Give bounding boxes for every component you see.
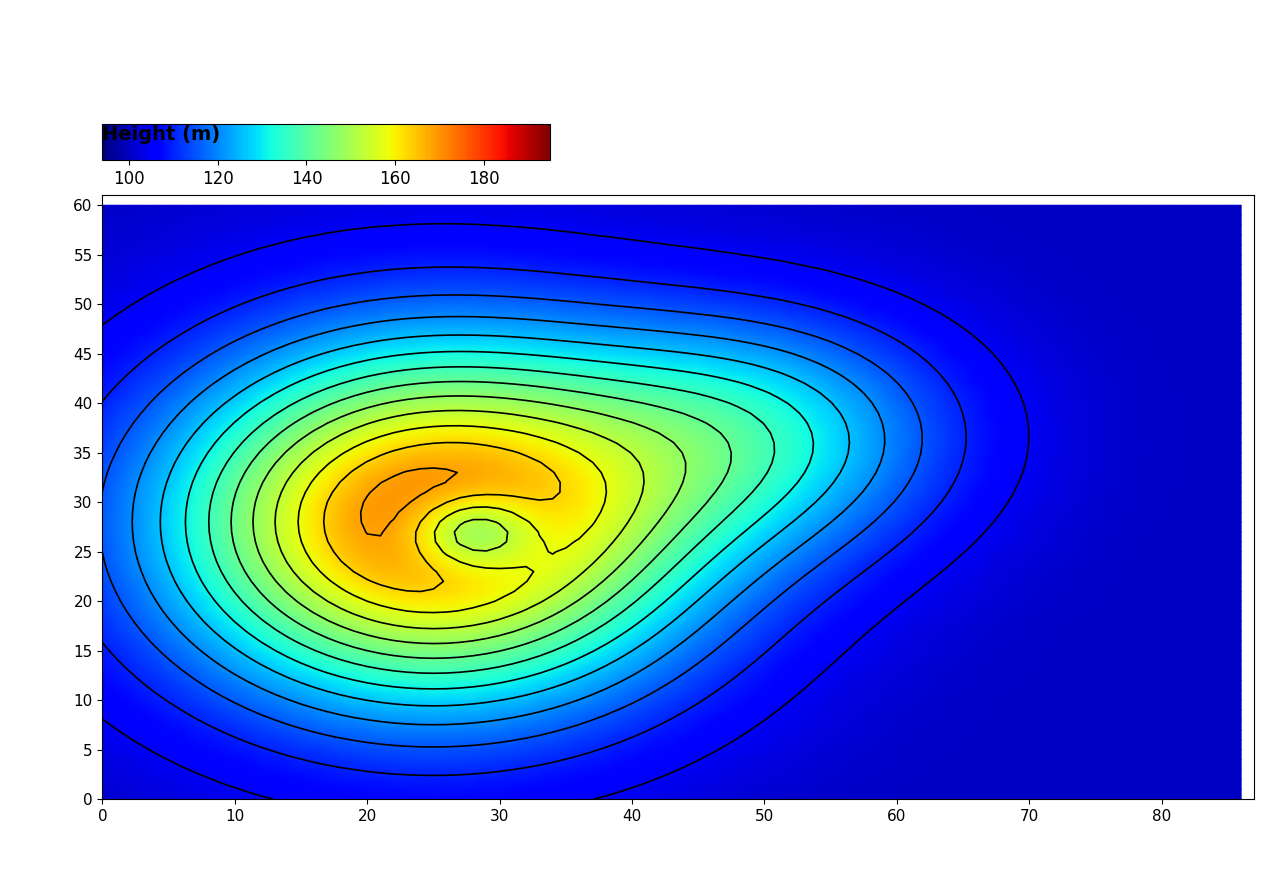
X-axis label: Height (m): Height (m) (102, 125, 220, 144)
